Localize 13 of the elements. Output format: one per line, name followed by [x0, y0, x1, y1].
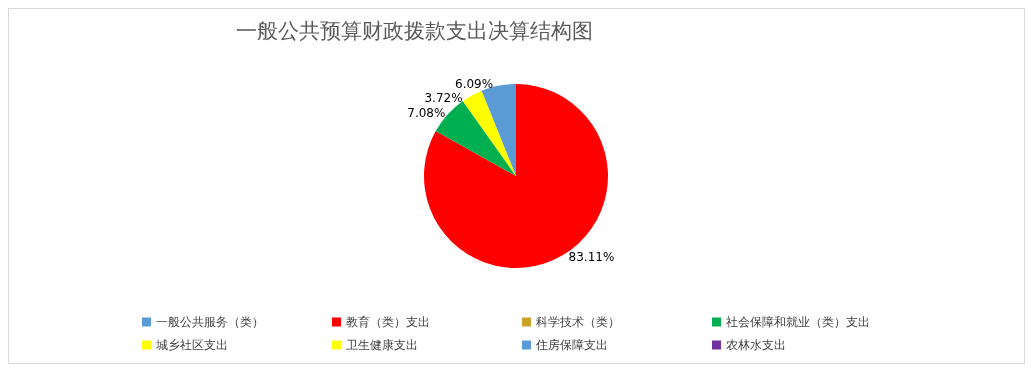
- data-label: 6.09%: [455, 76, 494, 91]
- data-label: 7.08%: [407, 106, 446, 121]
- data-label: 83.11%: [568, 250, 615, 265]
- legend-label: 住房保障支出: [535, 338, 608, 352]
- legend-label: 社会保障和就业（类）支出: [726, 315, 870, 329]
- data-label: 3.72%: [424, 90, 463, 105]
- legend-label: 农林水支出: [726, 338, 786, 352]
- legend-label: 一般公共服务（类）: [156, 315, 264, 329]
- legend-label: 科学技术（类）: [536, 315, 620, 329]
- legend-label: 城乡社区支出: [155, 338, 228, 352]
- legend-label: 卫生健康支出: [346, 338, 418, 352]
- legend-label: 教育（类）支出: [346, 315, 430, 329]
- chart-title: 一般公共预算财政拨款支出决算结构图: [236, 18, 593, 43]
